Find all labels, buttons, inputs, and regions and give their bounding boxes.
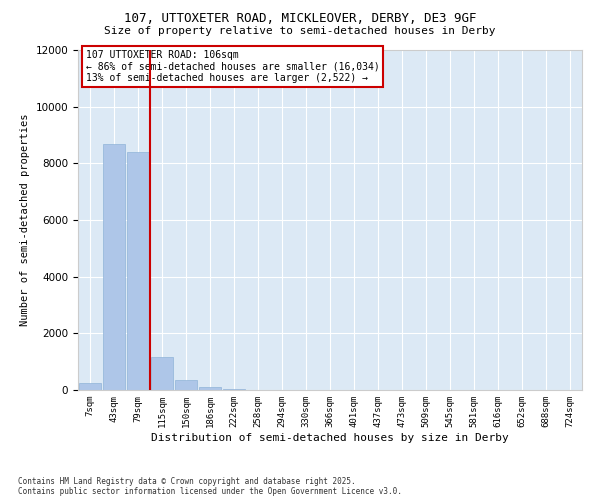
Bar [79, 384, 101, 390]
Bar [151, 358, 173, 390]
Bar [223, 389, 245, 390]
Bar [175, 380, 197, 390]
Bar [103, 144, 125, 390]
Text: 107, UTTOXETER ROAD, MICKLEOVER, DERBY, DE3 9GF: 107, UTTOXETER ROAD, MICKLEOVER, DERBY, … [124, 12, 476, 26]
Bar [127, 152, 149, 390]
Text: 107 UTTOXETER ROAD: 106sqm
← 86% of semi-detached houses are smaller (16,034)
13: 107 UTTOXETER ROAD: 106sqm ← 86% of semi… [86, 50, 379, 83]
Y-axis label: Number of semi-detached properties: Number of semi-detached properties [20, 114, 30, 326]
Bar [199, 387, 221, 390]
X-axis label: Distribution of semi-detached houses by size in Derby: Distribution of semi-detached houses by … [151, 432, 509, 442]
Text: Size of property relative to semi-detached houses in Derby: Size of property relative to semi-detach… [104, 26, 496, 36]
Text: Contains HM Land Registry data © Crown copyright and database right 2025.
Contai: Contains HM Land Registry data © Crown c… [18, 476, 402, 496]
